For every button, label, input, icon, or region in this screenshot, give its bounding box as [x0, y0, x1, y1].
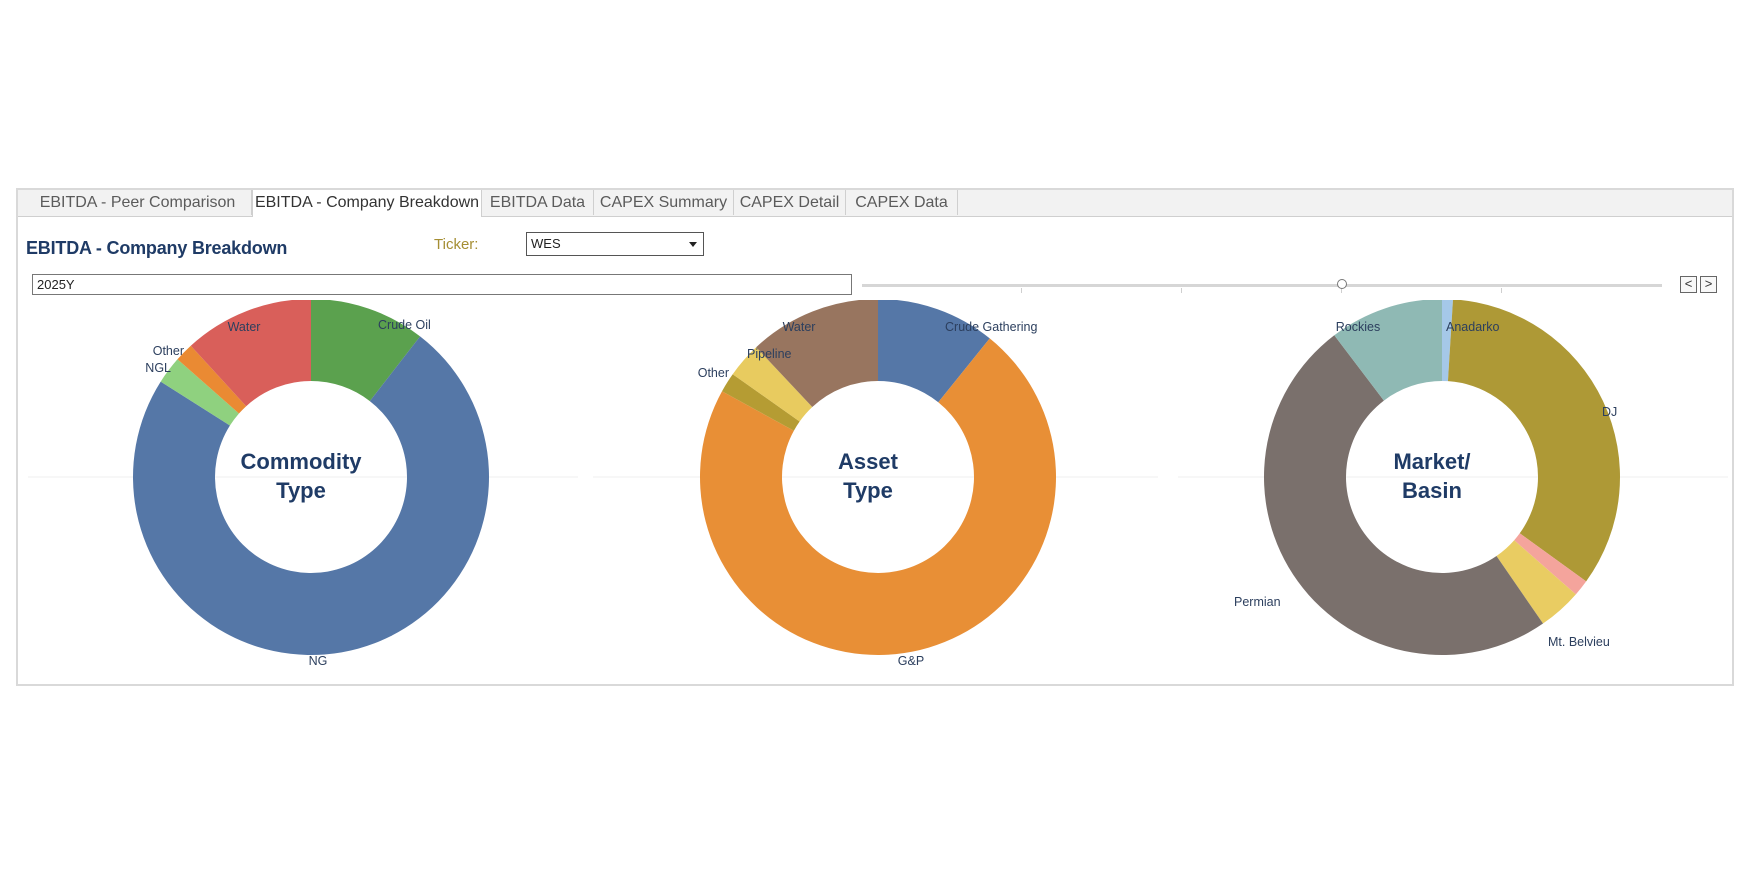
donut-center-label: Type	[843, 478, 893, 503]
slice-label: Pipeline	[747, 347, 792, 361]
donut-slice-permian[interactable]	[1263, 335, 1544, 656]
tab-capex-summary[interactable]: CAPEX Summary	[594, 190, 734, 215]
slice-label: Permian	[1234, 595, 1281, 609]
page-title: EBITDA - Company Breakdown	[26, 238, 288, 258]
slice-label: Other	[698, 366, 729, 380]
donut-slice-unlabeled[interactable]	[1514, 533, 1587, 595]
donut-slice-other[interactable]	[177, 345, 247, 414]
slice-label: Mt. Belvieu	[1548, 635, 1610, 649]
donut-slice-ng[interactable]	[133, 336, 489, 655]
slice-label: Water	[783, 320, 816, 334]
tab-ebitda-data[interactable]: EBITDA Data	[482, 190, 594, 215]
tab-capex-detail[interactable]: CAPEX Detail	[734, 190, 846, 215]
slice-label: Rockies	[1336, 320, 1380, 334]
slider-tick	[1501, 288, 1502, 293]
slice-label: Crude Gathering	[945, 320, 1037, 334]
slice-label: NG	[309, 654, 328, 668]
slice-label: Anadarko	[1446, 320, 1500, 334]
donut-slice-dj[interactable]	[1447, 300, 1620, 582]
prev-period-button[interactable]: <	[1680, 276, 1697, 293]
period-field[interactable]: 2025Y	[32, 274, 852, 295]
donut-slice-mt-belvieu[interactable]	[1496, 540, 1576, 624]
slider-tick	[1021, 288, 1022, 293]
tab-bar: EBITDA - Peer Comparison EBITDA - Compan…	[18, 190, 1732, 217]
donut-slice-ngl[interactable]	[160, 359, 239, 426]
slice-label: Crude Oil	[378, 318, 431, 332]
next-period-button[interactable]: >	[1700, 276, 1717, 293]
tab-ebitda-peer-comparison[interactable]: EBITDA - Peer Comparison	[24, 190, 252, 215]
donut-chart-2: Crude Gathering G&P Other Pipeline Water Asse…	[698, 300, 1056, 668]
slice-label: DJ	[1602, 405, 1617, 419]
donut-center-label: Asset	[838, 449, 899, 474]
ticker-dropdown[interactable]: WES	[526, 232, 704, 256]
chevron-down-icon	[689, 242, 697, 247]
donut-slice-g-p[interactable]	[700, 338, 1056, 655]
donut-chart-1: Crude Oil NG NGL Other Water Commodity Type	[133, 300, 489, 668]
donut-slice-crude-gathering[interactable]	[878, 300, 990, 403]
donut-slice-water[interactable]	[190, 300, 311, 407]
donut-slice-rockies[interactable]	[1334, 300, 1442, 401]
donut-slice-water[interactable]	[756, 300, 878, 408]
dashboard-panel: EBITDA - Peer Comparison EBITDA - Compan…	[16, 188, 1734, 686]
donut-charts: Crude OilNGNGLOtherWaterCommodityTypeCru…	[28, 300, 1728, 668]
slice-label: Water	[228, 320, 261, 334]
donut-slice-anadarko[interactable]	[1442, 300, 1453, 382]
ticker-label: Ticker:	[434, 236, 479, 253]
donut-slice-other[interactable]	[722, 374, 800, 431]
tab-capex-data[interactable]: CAPEX Data	[846, 190, 958, 215]
slice-label: Other	[153, 344, 184, 358]
donut-slice-crude-oil[interactable]	[311, 300, 421, 402]
slider-tick	[1341, 288, 1342, 293]
donut-center-label: Market/	[1393, 449, 1470, 474]
donut-chart-3: Anadarko DJ Mt. Belvieu Permian Rockies Marke…	[1234, 300, 1620, 656]
slice-label: NGL	[145, 361, 171, 375]
period-slider-thumb[interactable]	[1337, 279, 1347, 289]
ticker-value: WES	[531, 236, 561, 251]
donut-slice-pipeline[interactable]	[732, 347, 813, 422]
donut-center-label: Basin	[1402, 478, 1462, 503]
donut-center-label: Type	[276, 478, 326, 503]
period-slider-track[interactable]	[862, 284, 1662, 287]
slice-label: G&P	[898, 654, 924, 668]
tab-ebitda-company-breakdown[interactable]: EBITDA - Company Breakdown	[252, 190, 482, 217]
slider-tick	[1181, 288, 1182, 293]
donut-center-label: Commodity	[241, 449, 363, 474]
